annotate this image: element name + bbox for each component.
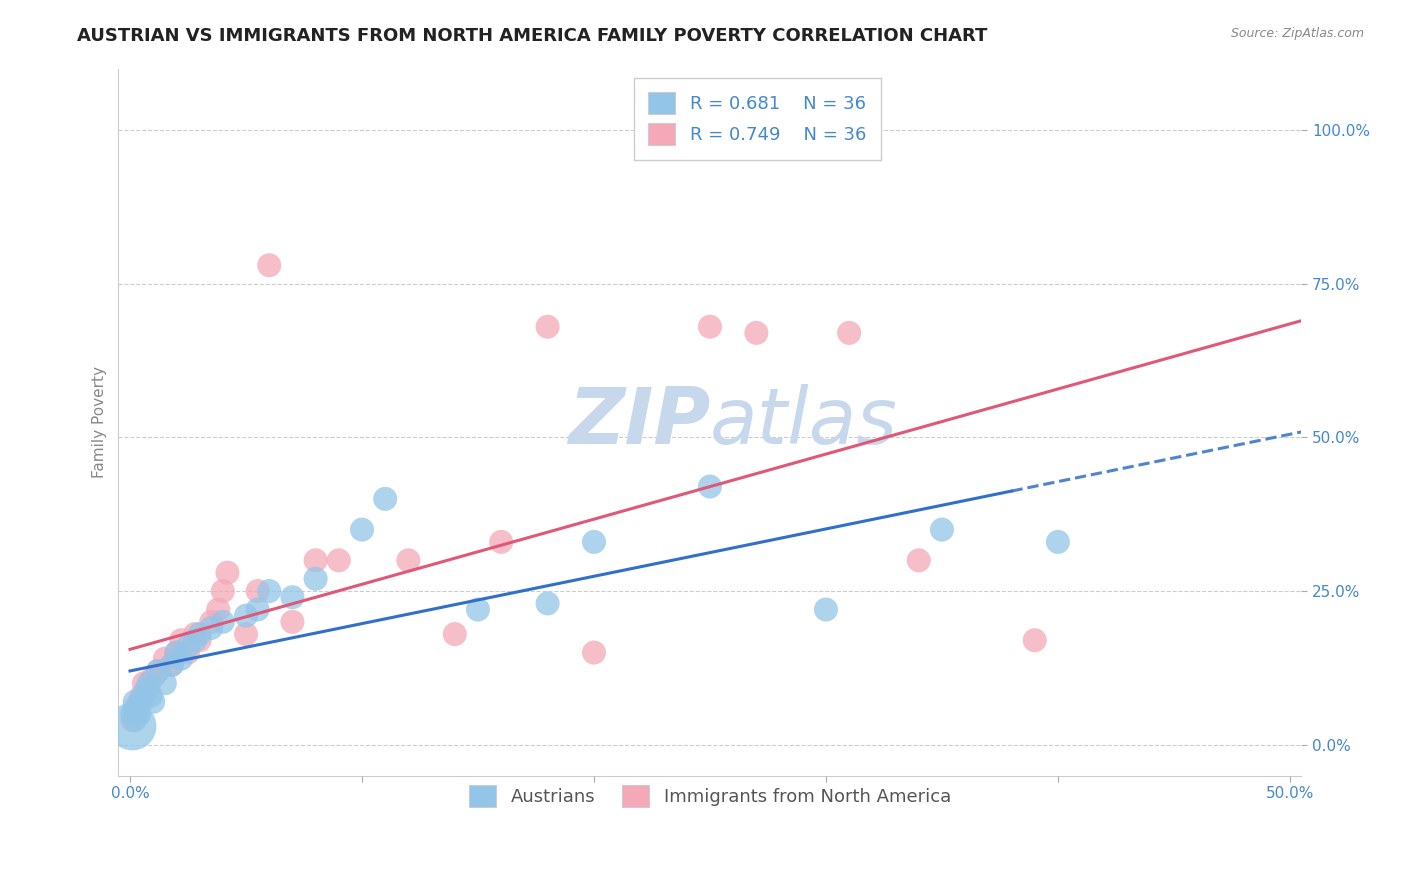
Point bbox=[235, 627, 257, 641]
Point bbox=[699, 479, 721, 493]
Point bbox=[257, 584, 280, 599]
Point bbox=[907, 553, 929, 567]
Point bbox=[814, 602, 837, 616]
Point bbox=[304, 572, 326, 586]
Point bbox=[582, 535, 605, 549]
Point bbox=[281, 591, 304, 605]
Point bbox=[374, 491, 396, 506]
Text: AUSTRIAN VS IMMIGRANTS FROM NORTH AMERICA FAMILY POVERTY CORRELATION CHART: AUSTRIAN VS IMMIGRANTS FROM NORTH AMERIC… bbox=[77, 27, 987, 45]
Point bbox=[328, 553, 350, 567]
Point bbox=[139, 689, 162, 703]
Point bbox=[200, 615, 222, 629]
Point bbox=[165, 646, 187, 660]
Point bbox=[125, 701, 148, 715]
Point bbox=[211, 584, 233, 599]
Point bbox=[146, 664, 169, 678]
Point bbox=[1046, 535, 1069, 549]
Point bbox=[153, 676, 176, 690]
Point bbox=[131, 695, 153, 709]
Point bbox=[128, 695, 150, 709]
Point bbox=[177, 646, 200, 660]
Point bbox=[131, 689, 153, 703]
Point bbox=[124, 713, 146, 727]
Point bbox=[396, 553, 419, 567]
Point bbox=[184, 627, 207, 641]
Point bbox=[121, 706, 143, 721]
Point bbox=[536, 596, 558, 610]
Point bbox=[200, 621, 222, 635]
Point bbox=[582, 646, 605, 660]
Point bbox=[177, 640, 200, 654]
Point bbox=[165, 646, 187, 660]
Text: ZIP: ZIP bbox=[568, 384, 710, 460]
Point bbox=[745, 326, 768, 340]
Legend: Austrians, Immigrants from North America: Austrians, Immigrants from North America bbox=[460, 776, 960, 816]
Point bbox=[124, 701, 146, 715]
Point bbox=[146, 664, 169, 678]
Point bbox=[142, 695, 165, 709]
Point bbox=[160, 657, 183, 672]
Point bbox=[142, 670, 165, 684]
Point bbox=[138, 676, 160, 690]
Point bbox=[467, 602, 489, 616]
Point bbox=[188, 627, 211, 641]
Point bbox=[246, 602, 269, 616]
Point bbox=[153, 651, 176, 665]
Text: Source: ZipAtlas.com: Source: ZipAtlas.com bbox=[1230, 27, 1364, 40]
Point bbox=[170, 633, 193, 648]
Point bbox=[170, 651, 193, 665]
Point bbox=[184, 633, 207, 648]
Point bbox=[132, 676, 155, 690]
Point bbox=[489, 535, 512, 549]
Point bbox=[135, 682, 157, 697]
Point bbox=[124, 695, 146, 709]
Point bbox=[235, 608, 257, 623]
Point bbox=[121, 719, 143, 733]
Point bbox=[211, 615, 233, 629]
Point bbox=[931, 523, 953, 537]
Y-axis label: Family Poverty: Family Poverty bbox=[93, 366, 107, 478]
Point bbox=[257, 258, 280, 272]
Point bbox=[125, 706, 148, 721]
Point bbox=[1024, 633, 1046, 648]
Point bbox=[207, 602, 229, 616]
Point bbox=[350, 523, 373, 537]
Text: atlas: atlas bbox=[710, 384, 898, 460]
Point bbox=[121, 713, 143, 727]
Point bbox=[128, 706, 150, 721]
Point bbox=[132, 689, 155, 703]
Point bbox=[246, 584, 269, 599]
Point bbox=[281, 615, 304, 629]
Point bbox=[699, 319, 721, 334]
Point bbox=[838, 326, 860, 340]
Point bbox=[160, 657, 183, 672]
Point bbox=[217, 566, 239, 580]
Point bbox=[188, 633, 211, 648]
Point bbox=[536, 319, 558, 334]
Point bbox=[304, 553, 326, 567]
Point bbox=[443, 627, 465, 641]
Point bbox=[138, 682, 160, 697]
